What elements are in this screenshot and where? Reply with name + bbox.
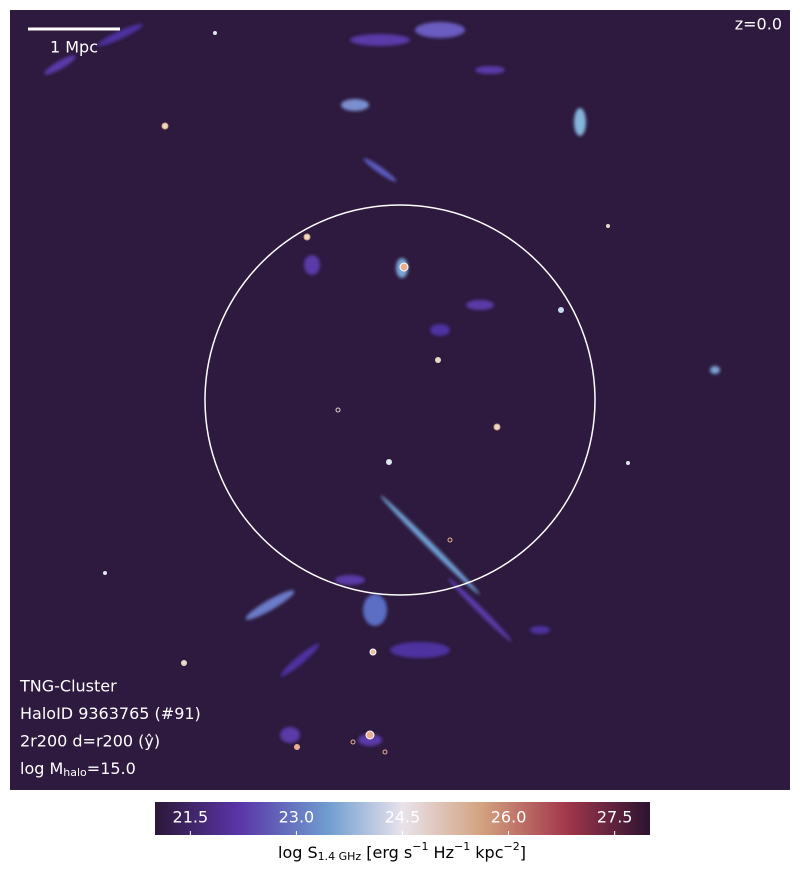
colorbar-tick-label: 24.5: [385, 808, 421, 827]
cb-sup2: −1: [454, 840, 470, 853]
r200-circle: [204, 204, 596, 596]
info-line: 2r200 d=r200 (ŷ): [20, 732, 160, 751]
map-background: [10, 10, 790, 790]
cb-sub: 1.4 GHz: [318, 850, 362, 863]
info-line: HaloID 9363765 (#91): [20, 704, 201, 723]
point-sources: [103, 31, 630, 755]
colorbar: [155, 802, 650, 835]
colorbar-ticks: 21.5 23.0 24.5 26.0 27.5: [173, 808, 633, 835]
cb-text: log S: [278, 843, 318, 862]
cb-part4: kpc: [470, 843, 503, 862]
redshift-label: z=0.0: [735, 15, 782, 34]
colorbar-tick-label: 27.5: [597, 808, 633, 827]
cb-sup3: −2: [504, 840, 520, 853]
mass-label: log Mhalo=15.0: [20, 759, 136, 780]
colorbar-tick-label: 23.0: [279, 808, 315, 827]
colorbar-label: log S1.4 GHz [erg s−1 Hz−1 kpc−2]: [278, 840, 526, 863]
scale-bar-label: 1 Mpc: [50, 38, 98, 57]
cb-part3: Hz: [428, 843, 454, 862]
colorbar-tick-label: 26.0: [491, 808, 527, 827]
info-block: TNG-Cluster HaloID 9363765 (#91) 2r200 d=r…: [19, 677, 201, 751]
cb-sup1: −1: [412, 840, 428, 853]
cb-part2: [erg s: [361, 843, 412, 862]
cb-part5: ]: [520, 843, 526, 862]
mass-sub: halo: [63, 766, 87, 779]
mass-rest: =15.0: [87, 759, 136, 778]
info-line: TNG-Cluster: [19, 677, 117, 696]
mass-text: log M: [20, 759, 63, 778]
colorbar-tick-label: 21.5: [173, 808, 209, 827]
